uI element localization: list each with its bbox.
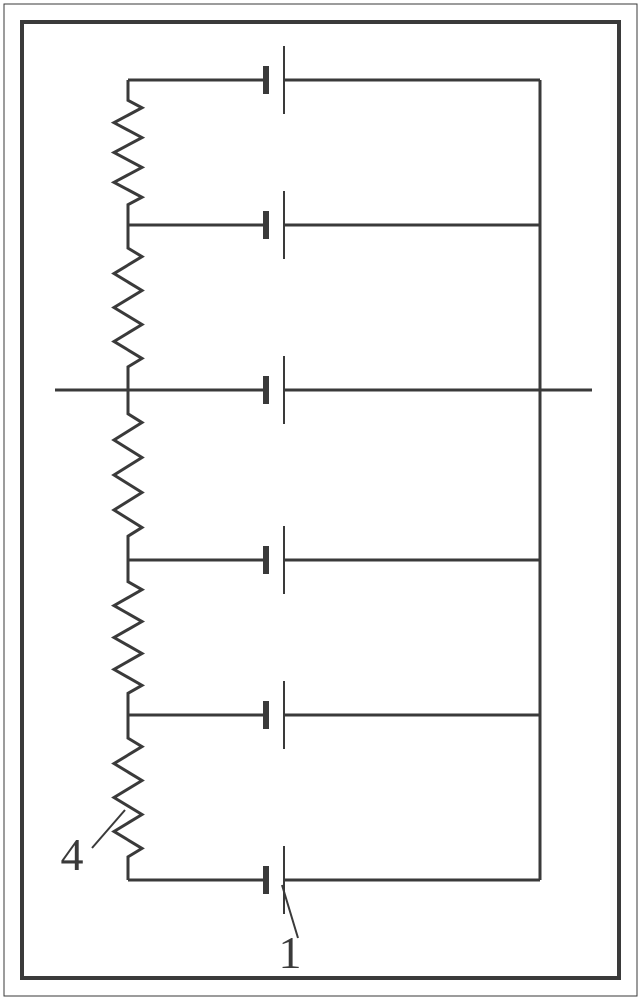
circuit-diagram: 41 [0,0,641,1000]
resistor-zigzag [114,390,142,560]
reference-label: 1 [279,927,302,978]
reference-label: 4 [61,829,84,880]
outer-frame-thin [4,4,637,996]
resistor-zigzag [114,560,142,715]
resistor-zigzag [114,225,142,390]
resistor-zigzag [114,80,142,225]
outer-frame-thick [22,22,619,978]
resistor-zigzag [114,715,142,880]
